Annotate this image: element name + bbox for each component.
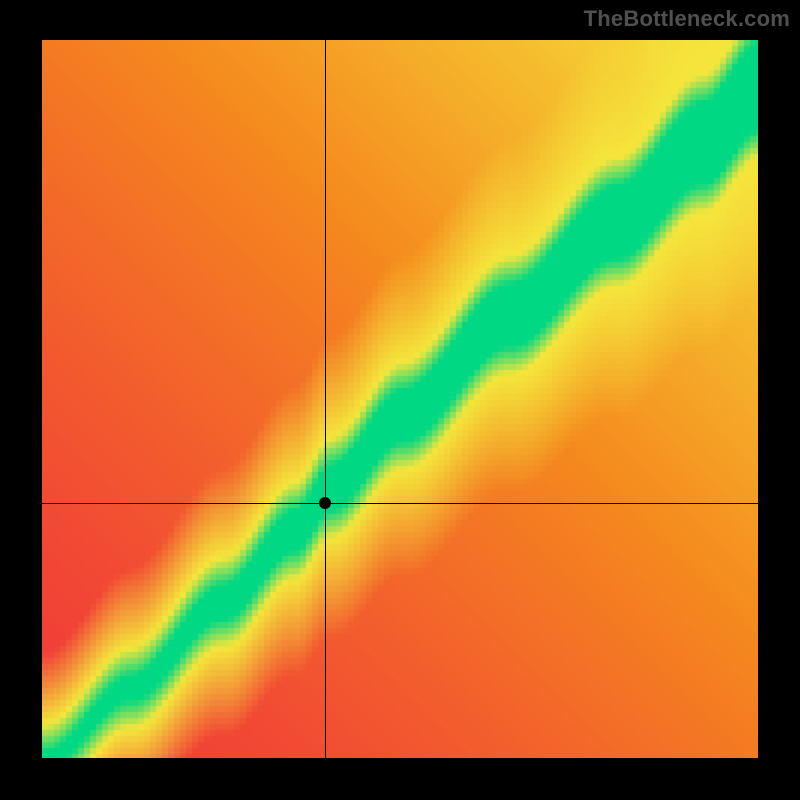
plot-area	[42, 40, 758, 758]
chart-container: TheBottleneck.com	[0, 0, 800, 800]
crosshair-vertical	[325, 40, 326, 758]
data-point-marker	[319, 497, 331, 509]
heatmap-canvas	[42, 40, 758, 758]
crosshair-horizontal	[42, 503, 758, 504]
attribution-label: TheBottleneck.com	[584, 6, 790, 32]
